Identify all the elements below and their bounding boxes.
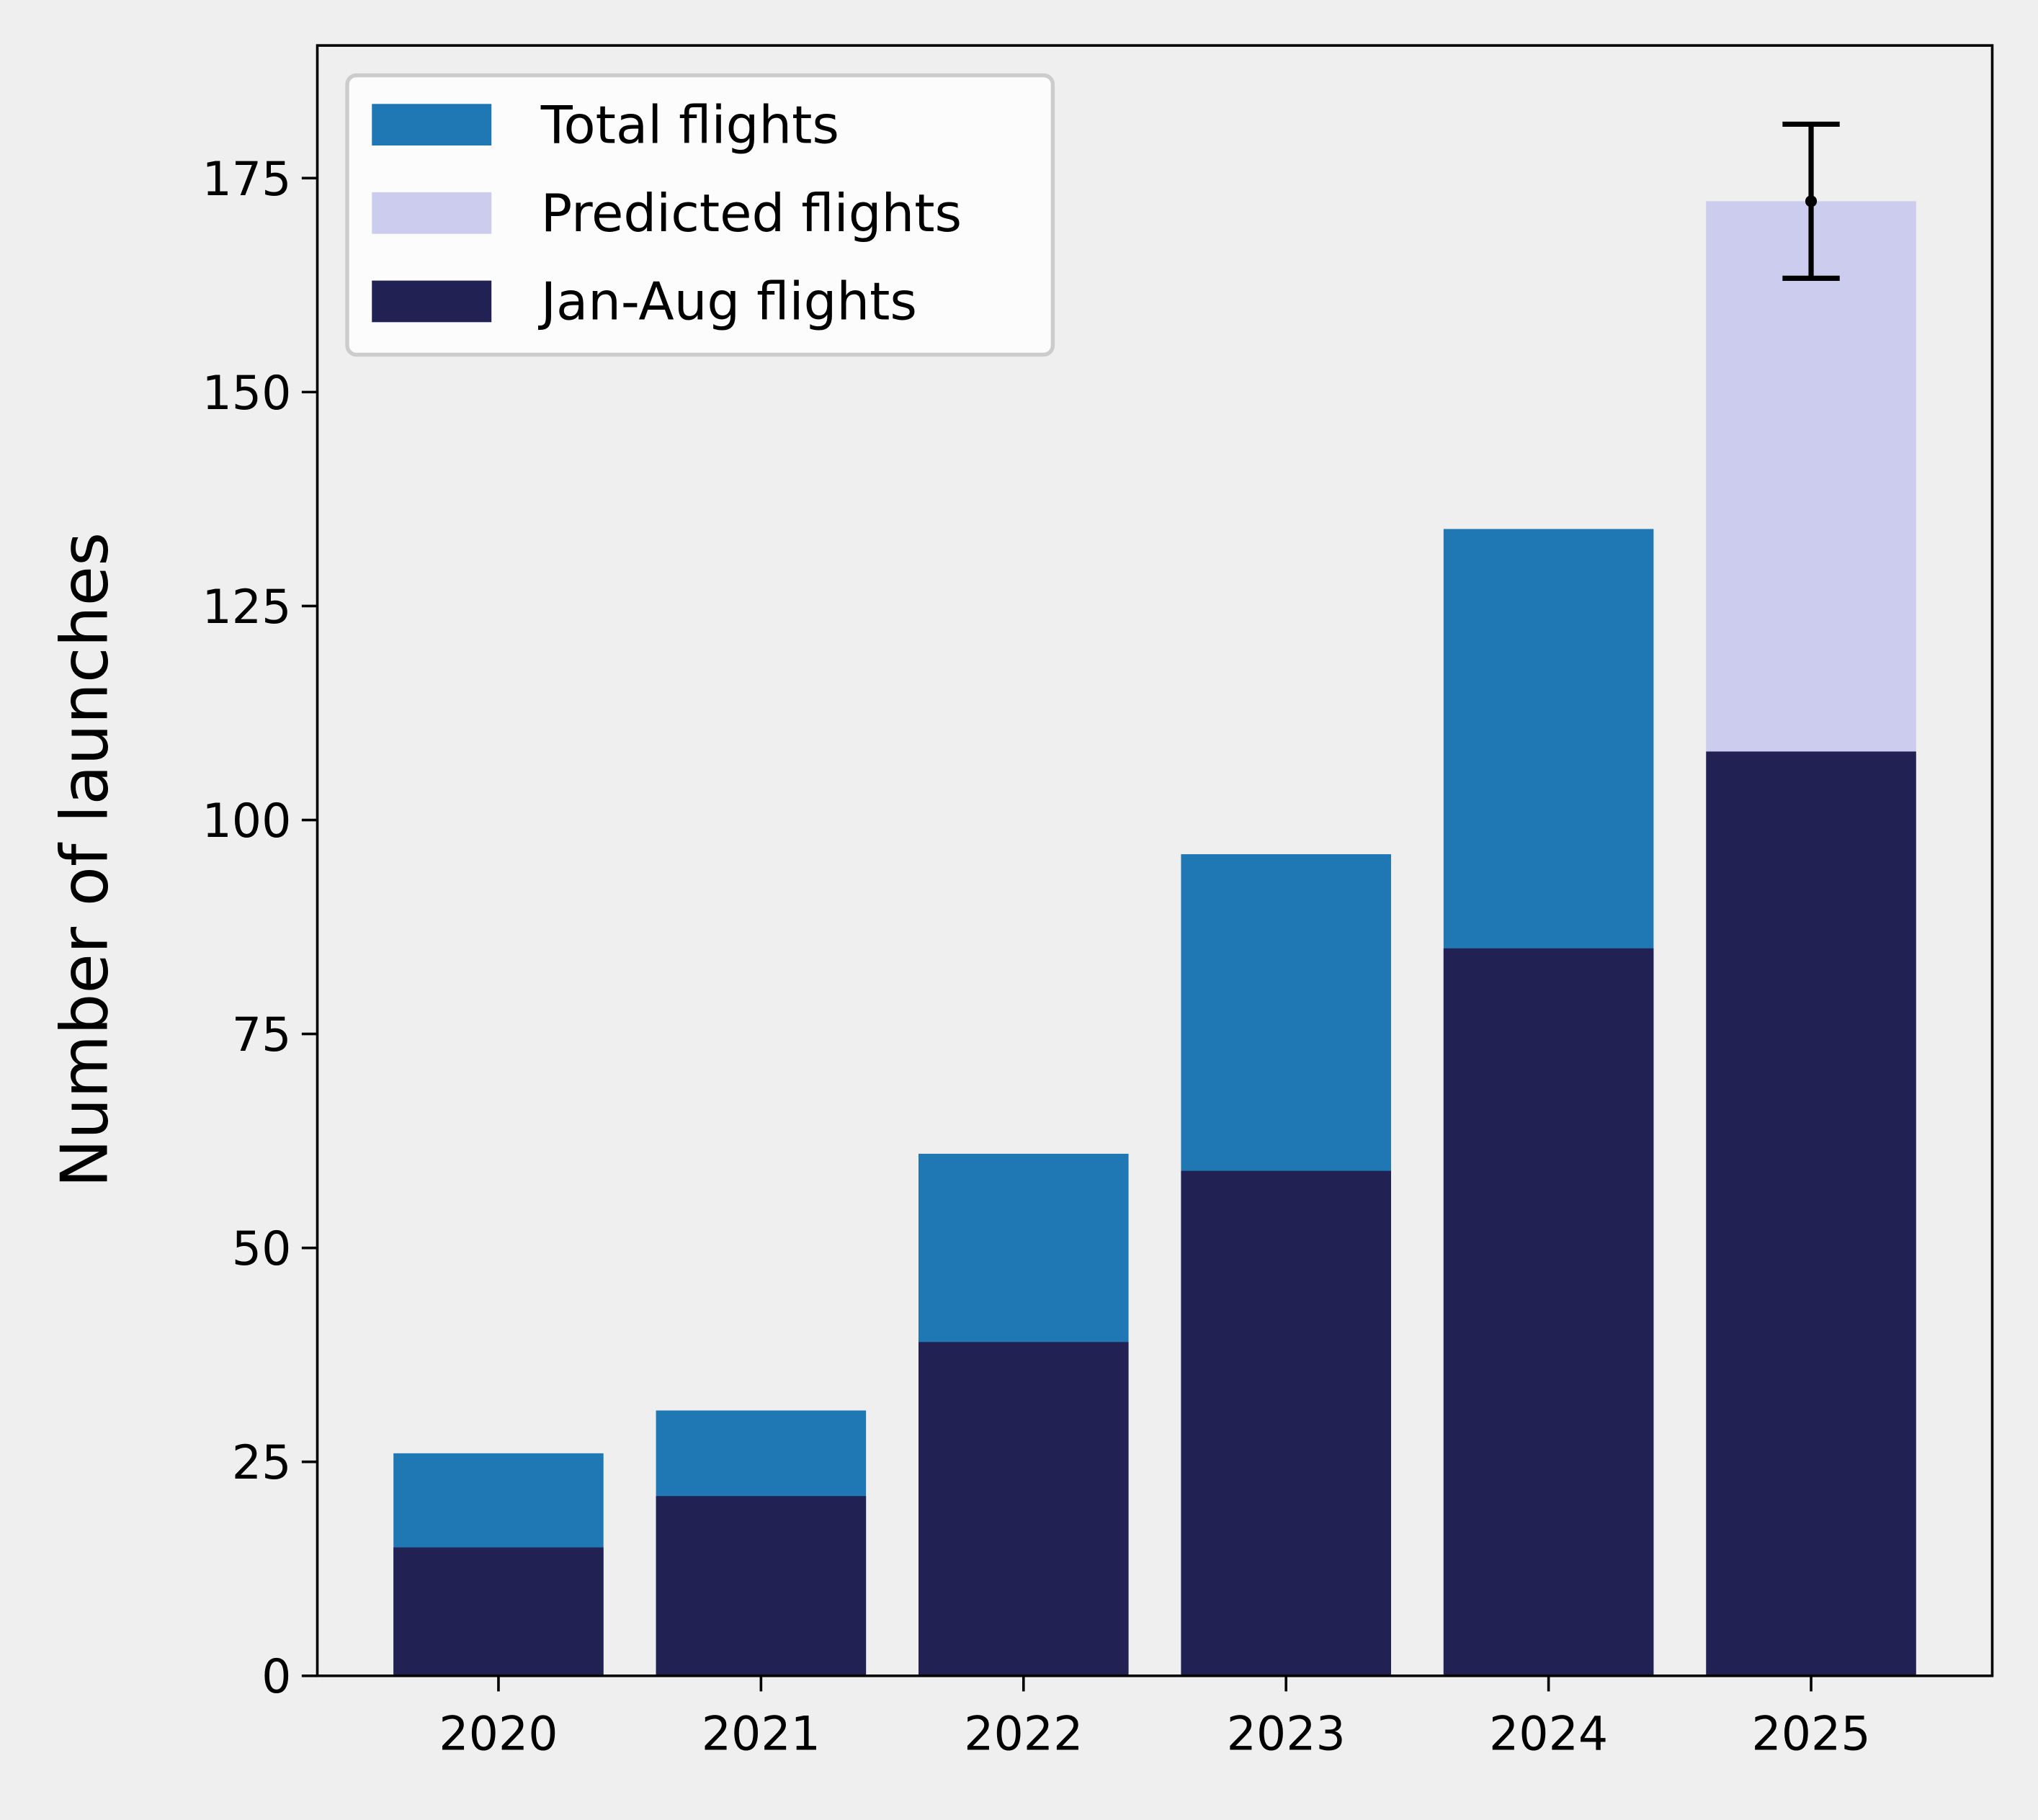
x-tick-label: 2020 [439, 1708, 558, 1762]
x-tick-label: 2024 [1489, 1708, 1608, 1762]
y-tick-label: 75 [232, 1008, 292, 1062]
legend-swatch [372, 192, 492, 234]
legend: Total flights Predicted flights Jan-Aug fl… [345, 73, 1055, 357]
legend-label: Total flights [540, 95, 839, 156]
x-tick-label: 2023 [1227, 1708, 1346, 1762]
y-tick-label: 25 [232, 1436, 292, 1490]
y-tick-label: 175 [202, 153, 291, 207]
error-bar-center [1805, 195, 1818, 207]
error-bar [1782, 121, 1840, 281]
y-tick-label: 125 [202, 580, 291, 635]
legend-swatch [372, 104, 492, 146]
bar [656, 1496, 867, 1676]
bar [919, 1342, 1129, 1676]
bar [1443, 948, 1654, 1676]
x-tick-label: 2021 [702, 1708, 821, 1762]
x-tick-label: 2022 [964, 1708, 1083, 1762]
y-axis-label: Number of launches [47, 532, 122, 1188]
plot-frame [316, 44, 1994, 1677]
y-tick-label: 100 [202, 794, 291, 848]
bar [1181, 1170, 1391, 1676]
y-tick-label: 50 [232, 1222, 292, 1276]
legend-swatch [372, 280, 492, 323]
legend-label: Predicted flights [541, 184, 962, 244]
y-tick-label: 150 [202, 367, 291, 421]
bar [1706, 751, 1916, 1676]
legend-frame [345, 73, 1055, 357]
x-tick-label: 2025 [1751, 1708, 1870, 1762]
bar [393, 1547, 604, 1676]
y-tick-label: 0 [262, 1650, 291, 1704]
legend-label: Jan-Aug flights [538, 272, 917, 333]
